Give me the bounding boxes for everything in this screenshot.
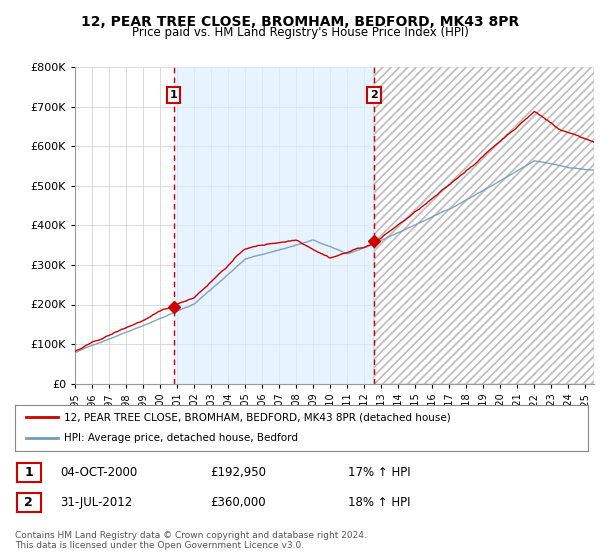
Text: 31-JUL-2012: 31-JUL-2012 (60, 496, 132, 509)
Text: 1: 1 (170, 90, 178, 100)
Text: £192,950: £192,950 (210, 466, 266, 479)
Text: Contains HM Land Registry data © Crown copyright and database right 2024.
This d: Contains HM Land Registry data © Crown c… (15, 531, 367, 550)
Bar (173, 67, 374, 384)
Text: 17% ↑ HPI: 17% ↑ HPI (348, 466, 410, 479)
Text: 12, PEAR TREE CLOSE, BROMHAM, BEDFORD, MK43 8PR: 12, PEAR TREE CLOSE, BROMHAM, BEDFORD, M… (81, 15, 519, 29)
Text: £360,000: £360,000 (210, 496, 266, 509)
Text: 12, PEAR TREE CLOSE, BROMHAM, BEDFORD, MK43 8PR (detached house): 12, PEAR TREE CLOSE, BROMHAM, BEDFORD, M… (64, 412, 451, 422)
Text: HPI: Average price, detached house, Bedford: HPI: Average price, detached house, Bedf… (64, 433, 298, 444)
Text: 18% ↑ HPI: 18% ↑ HPI (348, 496, 410, 509)
Text: 2: 2 (370, 90, 378, 100)
Text: 04-OCT-2000: 04-OCT-2000 (60, 466, 137, 479)
Text: 2: 2 (25, 496, 33, 509)
Text: 1: 1 (25, 466, 33, 479)
Text: Price paid vs. HM Land Registry's House Price Index (HPI): Price paid vs. HM Land Registry's House … (131, 26, 469, 39)
Bar (374, 67, 594, 384)
